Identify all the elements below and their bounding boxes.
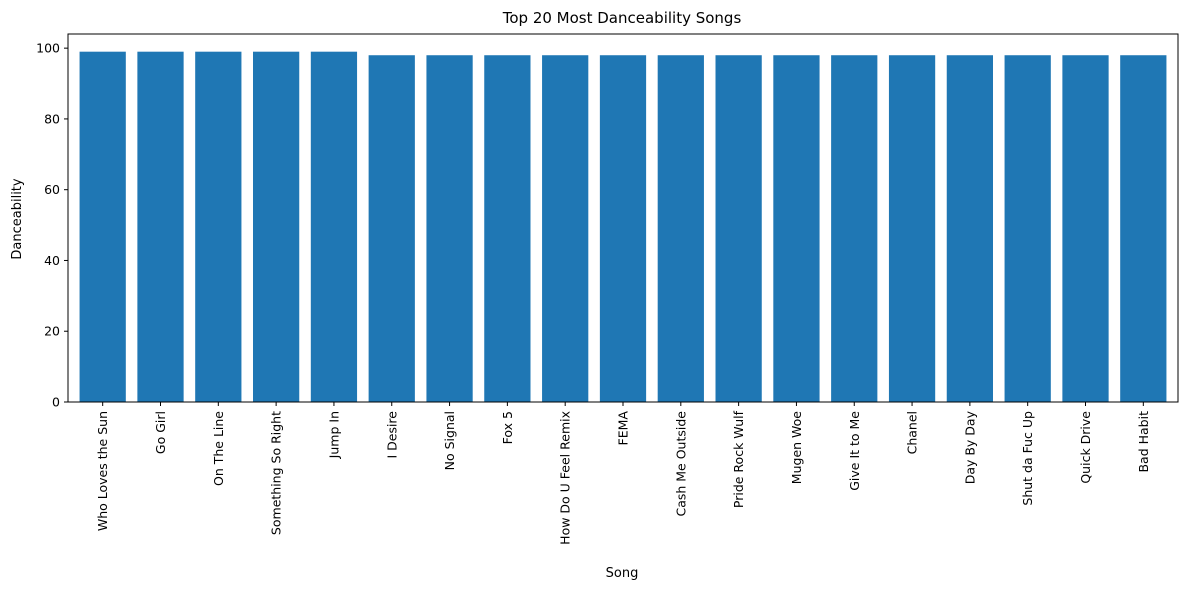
- x-tick-label: I Desire: [384, 411, 399, 459]
- y-ticks: 0 20 40 60 80 100: [36, 41, 68, 410]
- bar-5: [310, 51, 358, 402]
- x-axis-label: Song: [606, 566, 639, 581]
- x-tick-label: Cash Me Outside: [673, 411, 688, 517]
- bar-4: [253, 51, 300, 402]
- bar-18: [1062, 55, 1109, 402]
- bar-2: [137, 51, 184, 402]
- bar-15: [888, 55, 936, 402]
- y-tick-label: 20: [44, 324, 60, 339]
- x-tick-label: No Signal: [442, 411, 457, 470]
- x-tick-label: Something So Right: [269, 411, 284, 535]
- y-tick-label: 60: [44, 182, 60, 197]
- x-tick-label: Give It to Me: [847, 411, 862, 491]
- x-tick-label: Fox 5: [500, 411, 515, 444]
- x-tick-label: Chanel: [905, 411, 920, 454]
- x-tick-label: Quick Drive: [1078, 411, 1093, 484]
- y-tick-label: 0: [52, 395, 60, 410]
- y-axis-label: Danceability: [10, 178, 25, 260]
- bar-6: [368, 55, 415, 402]
- x-tick-label: FEMA: [616, 411, 631, 446]
- bar-11: [657, 55, 704, 402]
- y-tick-label: 100: [36, 41, 60, 56]
- y-tick-label: 80: [44, 111, 60, 126]
- x-tick-label: Shut da Fuc Up: [1020, 411, 1035, 506]
- bar-16: [946, 55, 993, 402]
- x-tick-label: On The Line: [211, 411, 226, 486]
- x-tick-label: Go Girl: [153, 411, 168, 454]
- x-tick-label: Mugen Woe: [789, 411, 804, 485]
- x-tick-label: Bad Habit: [1136, 411, 1151, 473]
- x-tick-label: Pride Rock Wulf: [731, 410, 746, 508]
- bar-19: [1120, 55, 1167, 402]
- bar-9: [542, 55, 589, 402]
- bar-10: [599, 55, 647, 402]
- bars-layer: [79, 51, 1167, 402]
- chart-title: Top 20 Most Danceability Songs: [502, 9, 742, 27]
- y-tick-label: 40: [44, 253, 60, 268]
- bar-7: [426, 55, 473, 402]
- x-ticks: Who Loves the Sun Go Girl On The Line Somet…: [95, 402, 1151, 545]
- bar-17: [1004, 55, 1051, 402]
- bar-3: [195, 51, 242, 402]
- x-tick-label: Jump In: [326, 411, 341, 459]
- x-tick-label: Day By Day: [962, 410, 977, 484]
- bar-8: [484, 55, 531, 402]
- bar-13: [773, 55, 820, 402]
- bar-14: [831, 55, 878, 402]
- x-tick-label: How Do U Feel Remix: [558, 411, 573, 545]
- bar-1: [79, 51, 126, 402]
- bar-12: [715, 55, 762, 402]
- x-tick-label: Who Loves the Sun: [95, 411, 110, 531]
